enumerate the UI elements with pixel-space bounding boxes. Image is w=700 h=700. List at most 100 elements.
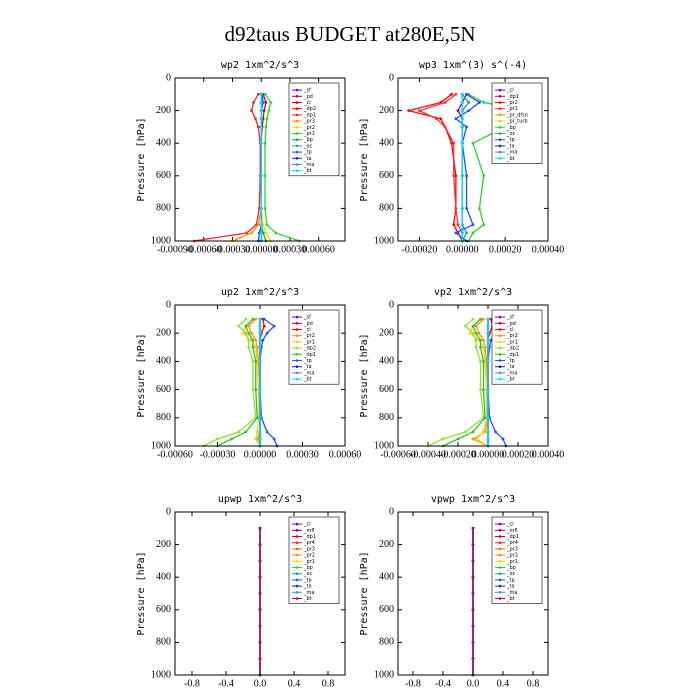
series-line [427, 318, 485, 447]
series-marker [478, 207, 481, 210]
series-marker [464, 324, 467, 328]
legend-marker [498, 541, 502, 544]
series-marker [241, 331, 245, 335]
series-marker [258, 331, 262, 335]
series-marker [257, 231, 261, 235]
series-marker [471, 575, 475, 579]
series-marker [471, 641, 475, 644]
legend-label: _ta [303, 364, 312, 370]
x-tick-label: 0.00000 [446, 244, 479, 255]
legend-label: _dp2 [303, 346, 316, 352]
legend-marker [295, 169, 299, 172]
series-marker [255, 430, 259, 434]
series-marker [479, 388, 482, 391]
series-marker [460, 174, 464, 178]
panel-title: vp2 1xm^2/s^3 [434, 287, 512, 298]
y-tick-label: 600 [156, 384, 171, 395]
plot-frame [397, 304, 549, 447]
x-tick-label: -0.00020 [440, 449, 476, 460]
legend-label: _pr1 [506, 559, 518, 565]
series-line [194, 93, 261, 242]
series-marker [256, 92, 260, 96]
series-marker [471, 324, 475, 328]
legend-marker [295, 553, 299, 557]
y-tick-label: 800 [379, 412, 394, 423]
legend-label: _pr2 [506, 333, 518, 339]
series-marker [471, 430, 475, 434]
y-axis-label: Pressure [hPa] [359, 333, 370, 417]
y-axis-label: Pressure [hPa] [136, 551, 147, 635]
series-marker [245, 231, 249, 235]
series-marker [474, 324, 478, 328]
x-tick-label: 0.00030 [286, 449, 319, 460]
series-marker [261, 223, 265, 227]
legend-label: _pr4 [506, 540, 518, 546]
series-marker [486, 317, 490, 321]
series-marker [468, 331, 472, 335]
legend-label: _dp1 [303, 534, 316, 540]
series-marker [250, 331, 253, 335]
y-axis-label: Pressure [hPa] [136, 117, 147, 201]
legend-label: _pr1 [506, 106, 518, 112]
series-marker [456, 223, 460, 227]
legend-label: _pr3 [506, 546, 518, 552]
y-axis-label: Pressure [hPa] [359, 117, 370, 201]
series-marker [254, 338, 258, 342]
legend-marker [498, 322, 502, 325]
x-tick-label: 0.00000 [245, 244, 278, 255]
series-marker [454, 92, 458, 96]
y-tick-label: 200 [156, 539, 171, 550]
legend-label: _pr3 [303, 546, 315, 552]
series-marker [474, 437, 478, 441]
figure-title: d92taus BUDGET at280E,5N [224, 22, 475, 46]
series-marker [494, 430, 497, 434]
series-marker [251, 360, 255, 363]
legend-marker [498, 88, 502, 92]
series-marker [261, 338, 265, 342]
series-marker [467, 109, 471, 112]
series-marker [474, 345, 478, 349]
series-marker [258, 592, 262, 595]
legend-marker [295, 88, 299, 92]
series-marker [443, 101, 447, 104]
series-marker [482, 345, 485, 349]
series-marker [486, 430, 490, 434]
x-tick-label: 0.00030 [274, 244, 307, 255]
legend-label: _tp [506, 137, 515, 143]
series-marker [256, 223, 260, 227]
series-marker [465, 174, 468, 178]
legend-marker [295, 132, 299, 135]
series-marker [452, 223, 456, 227]
x-tick-label: 0.00000 [472, 449, 505, 460]
legend-label: _ta [506, 584, 515, 590]
series-marker [454, 207, 458, 210]
series-marker [454, 117, 458, 121]
y-tick-label: 400 [379, 571, 394, 582]
legend-marker [295, 346, 299, 350]
legend-label: _tp [303, 577, 312, 583]
legend-label: _ma [303, 590, 314, 596]
legend-marker [498, 353, 502, 356]
legend-marker [498, 144, 502, 148]
series-marker [441, 437, 445, 441]
series-marker [439, 117, 443, 121]
x-tick-label: -0.00030 [200, 449, 236, 460]
y-tick-label: 200 [379, 539, 394, 550]
series-marker [482, 317, 485, 321]
legend-label: _dp2 [506, 346, 519, 352]
x-tick-label: -0.00090 [157, 244, 193, 255]
x-tick-label: -0.8 [184, 678, 200, 689]
legend-marker [295, 95, 299, 98]
series-marker [471, 437, 475, 441]
legend-marker [295, 138, 299, 141]
x-tick-label: 0.00040 [532, 449, 565, 460]
legend-marker [498, 591, 502, 594]
legend-marker [295, 315, 299, 319]
series-marker [471, 543, 475, 546]
legend-marker [295, 584, 299, 588]
series-marker [264, 125, 268, 129]
legend-label: _pr_dfsn [506, 112, 528, 118]
series-marker [262, 324, 266, 328]
plot-frame [174, 511, 346, 676]
legend-label: _cl [506, 522, 514, 528]
